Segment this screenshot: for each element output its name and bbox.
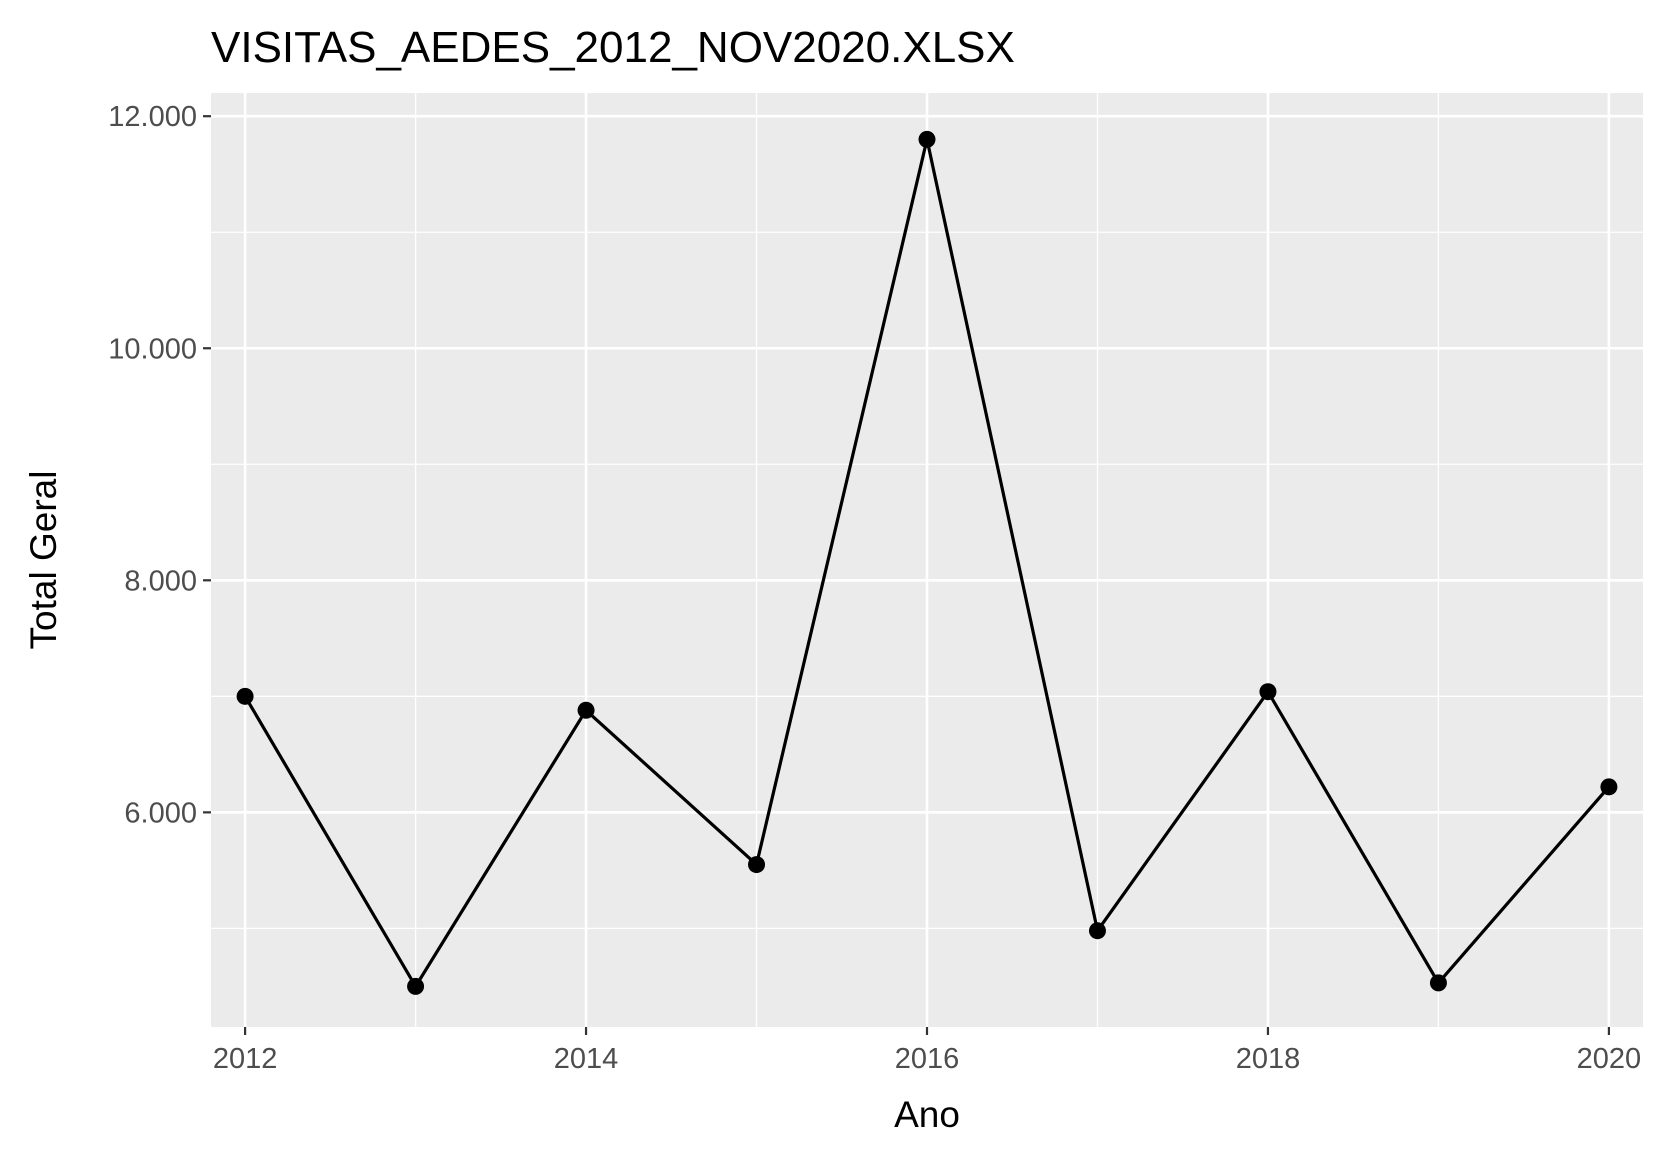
y-tick-label: 12.000 [108, 101, 197, 133]
data-point [1429, 974, 1447, 992]
data-point [1088, 922, 1106, 940]
x-tick-label: 2020 [1577, 1043, 1642, 1075]
data-point [407, 977, 425, 995]
data-point [1600, 778, 1618, 796]
y-axis-title: Total Geral [23, 471, 64, 650]
y-tick-label: 6.000 [124, 797, 197, 829]
data-point [748, 856, 766, 874]
axis-layer: 6.000 8.000 10.000 12.000 2012 2014 2016 2018 20… [108, 101, 1641, 1075]
y-tick-label: 8.000 [124, 565, 197, 597]
x-tick-label: 2014 [554, 1043, 619, 1075]
chart-title: VISITAS_AEDES_2012_NOV2020.XLSX [211, 23, 1015, 72]
series-layer [236, 130, 1618, 995]
x-tick-label: 2018 [1236, 1043, 1301, 1075]
data-point [577, 701, 595, 719]
x-axis-title: Ano [894, 1094, 960, 1135]
x-tick-label: 2012 [213, 1043, 278, 1075]
grid-layer [211, 93, 1643, 1027]
data-point [918, 130, 936, 148]
y-tick-label: 10.000 [108, 333, 197, 365]
data-point [1259, 683, 1277, 701]
x-tick-label: 2016 [895, 1043, 960, 1075]
data-point [236, 687, 254, 705]
